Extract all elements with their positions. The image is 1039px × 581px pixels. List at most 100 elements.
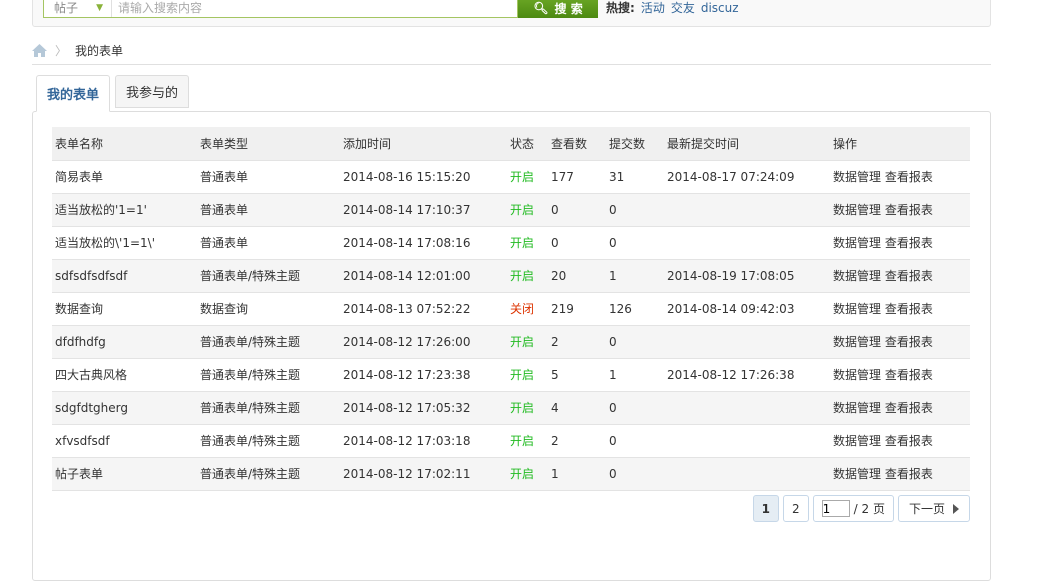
table-row: 适当放松的\'1=1\' 普通表单 2014-08-14 17:08:16 开启 0 0 数… (52, 226, 970, 260)
table-cell (664, 226, 830, 260)
search-type-label: 帖子 (54, 1, 79, 15)
operations-cell: 数据管理 查看报表 (830, 457, 970, 491)
data-manage-link[interactable]: 数据管理 (833, 203, 882, 217)
hot-link[interactable]: 活动 (640, 1, 665, 15)
table-cell: 开启 (507, 457, 548, 491)
next-page-button[interactable]: 下一页 (897, 495, 970, 522)
operations-cell: 数据管理 查看报表 (830, 391, 970, 425)
table-cell: 2014-08-13 07:52:22 (340, 292, 507, 326)
table-cell[interactable]: dfdfhdfg (52, 325, 197, 359)
view-report-link[interactable]: 查看报表 (884, 269, 933, 283)
pagination: 1 2 / 2 页 下一页 (752, 495, 970, 522)
view-report-link[interactable]: 查看报表 (884, 302, 933, 316)
table-cell: 开启 (507, 193, 548, 227)
table-cell: 2014-08-12 17:23:38 (340, 358, 507, 392)
table-row: 四大古典风格 普通表单/特殊主题 2014-08-12 17:23:38 开启 5 1 20… (52, 358, 970, 392)
tab-participated[interactable]: 我参与的 (115, 75, 190, 108)
table-cell: 2014-08-12 17:26:00 (340, 325, 507, 359)
table-cell: 普通表单/特殊主题 (197, 325, 340, 359)
table-cell: 0 (548, 193, 606, 227)
table-cell: 普通表单/特殊主题 (197, 424, 340, 458)
table-cell (664, 457, 830, 491)
operations-cell: 数据管理 查看报表 (830, 259, 970, 293)
data-manage-link[interactable]: 数据管理 (833, 302, 882, 316)
breadcrumb: 〉 我的表单 (32, 42, 123, 59)
table-cell: 2014-08-14 17:08:16 (340, 226, 507, 260)
table-cell: 0 (606, 457, 664, 491)
table-cell: 2014-08-14 12:01:00 (340, 259, 507, 293)
column-header: 最新提交时间 (664, 127, 830, 161)
table-cell[interactable]: sdfsdfsdfsdf (52, 259, 197, 293)
view-report-link[interactable]: 查看报表 (884, 368, 933, 382)
search-icon: 🔍︎ (533, 1, 549, 15)
table-cell[interactable]: 四大古典风格 (52, 358, 197, 392)
page-2[interactable]: 2 (783, 495, 809, 522)
view-report-link[interactable]: 查看报表 (884, 434, 933, 448)
table-cell[interactable]: xfvsdfsdf (52, 424, 197, 458)
divider (32, 64, 991, 65)
hot-link[interactable]: discuz (700, 1, 739, 15)
breadcrumb-separator: 〉 (55, 44, 68, 58)
table-cell[interactable]: 数据查询 (52, 292, 197, 326)
operations-cell: 数据管理 查看报表 (830, 358, 970, 392)
table-cell: 普通表单/特殊主题 (197, 259, 340, 293)
table-cell: 2014-08-17 07:24:09 (664, 160, 830, 194)
chevron-down-icon: ▼ (96, 2, 103, 13)
table-cell: 1 (606, 358, 664, 392)
table-cell: 2 (548, 325, 606, 359)
caret-right-icon (953, 503, 959, 514)
table-cell[interactable]: 适当放松的\'1=1\' (52, 226, 197, 260)
page-input[interactable] (821, 500, 850, 517)
view-report-link[interactable]: 查看报表 (884, 401, 933, 415)
table-cell: 31 (606, 160, 664, 194)
search-input[interactable] (112, 0, 517, 15)
view-report-link[interactable]: 查看报表 (884, 335, 933, 349)
table-cell: 4 (548, 391, 606, 425)
table-cell: 1 (548, 457, 606, 491)
data-manage-link[interactable]: 数据管理 (833, 236, 882, 250)
page-1[interactable]: 1 (752, 495, 780, 522)
table-cell[interactable]: 帖子表单 (52, 457, 197, 491)
operations-cell: 数据管理 查看报表 (830, 424, 970, 458)
table-cell (664, 424, 830, 458)
table-cell[interactable]: sdgfdtgherg (52, 391, 197, 425)
table-cell: 0 (606, 424, 664, 458)
table-cell: 普通表单 (197, 160, 340, 194)
data-manage-link[interactable]: 数据管理 (833, 368, 882, 382)
table-cell: 开启 (507, 226, 548, 260)
hot-search: 热搜: 活动 交友 discuz (606, 0, 739, 16)
operations-cell: 数据管理 查看报表 (830, 160, 970, 194)
data-manage-link[interactable]: 数据管理 (833, 434, 882, 448)
table-cell: 126 (606, 292, 664, 326)
table-cell: 普通表单/特殊主题 (197, 358, 340, 392)
view-report-link[interactable]: 查看报表 (884, 203, 933, 217)
table-cell[interactable]: 简易表单 (52, 160, 197, 194)
hot-link[interactable]: 交友 (670, 1, 695, 15)
table-cell: 普通表单 (197, 226, 340, 260)
table-cell: 0 (606, 391, 664, 425)
operations-cell: 数据管理 查看报表 (830, 325, 970, 359)
data-manage-link[interactable]: 数据管理 (833, 170, 882, 184)
column-header: 提交数 (606, 127, 664, 161)
table-cell: 开启 (507, 424, 548, 458)
tab-my-forms[interactable]: 我的表单 (36, 75, 111, 112)
view-report-link[interactable]: 查看报表 (884, 170, 933, 184)
table-cell[interactable]: 适当放松的'1=1' (52, 193, 197, 227)
data-manage-link[interactable]: 数据管理 (833, 467, 882, 481)
table-cell: 关闭 (507, 292, 548, 326)
home-icon[interactable] (32, 44, 47, 57)
table-cell: 1 (606, 259, 664, 293)
data-manage-link[interactable]: 数据管理 (833, 401, 882, 415)
view-report-link[interactable]: 查看报表 (884, 236, 933, 250)
hot-label: 热搜: (606, 1, 635, 15)
table-cell (664, 391, 830, 425)
data-manage-link[interactable]: 数据管理 (833, 335, 882, 349)
breadcrumb-current: 我的表单 (75, 44, 124, 58)
search-button[interactable]: 🔍︎ 搜 索 (518, 0, 598, 18)
table-cell: 2014-08-19 17:08:05 (664, 259, 830, 293)
search-type-select[interactable]: 帖子 ▼ (44, 0, 112, 17)
table-row: dfdfhdfg 普通表单/特殊主题 2014-08-12 17:26:00 开启 2 0… (52, 325, 970, 359)
data-manage-link[interactable]: 数据管理 (833, 269, 882, 283)
table-cell: 开启 (507, 160, 548, 194)
view-report-link[interactable]: 查看报表 (884, 467, 933, 481)
